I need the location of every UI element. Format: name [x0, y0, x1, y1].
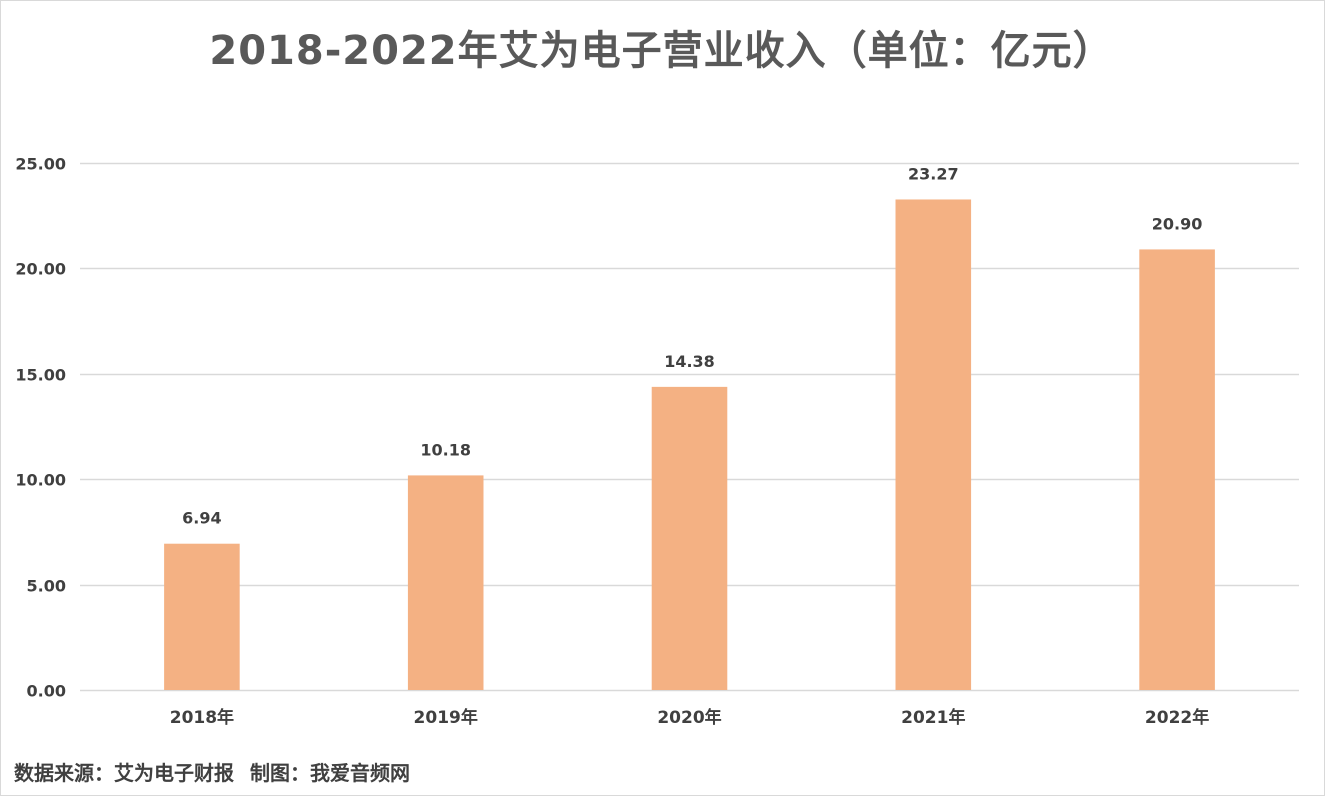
chart-footer: 数据来源：艾为电子财报 制图：我爱音频网 [14, 757, 410, 786]
bar [164, 543, 240, 690]
chart-title: 2018-2022年艾为电子营业收入（单位：亿元） [209, 28, 1114, 74]
data-label: 14.38 [664, 352, 715, 371]
x-axis-category-labels: 2018年 2019年 2020年 2021年 2022年 [170, 707, 1210, 728]
bars [164, 199, 1215, 691]
data-labels: 6.94 10.18 14.38 23.27 20.90 [182, 164, 1202, 527]
bar [407, 475, 484, 690]
x-tick-label: 2019年 [414, 707, 478, 728]
x-tick-label: 2018年 [170, 707, 234, 728]
data-label: 6.94 [182, 509, 221, 528]
data-source-note: 数据来源：艾为电子财报 [14, 761, 234, 785]
chart-credit-note: 制图：我爱音频网 [250, 761, 410, 785]
y-tick-label: 0.00 [27, 682, 66, 701]
y-axis-tick-labels: 0.00 5.00 10.00 15.00 20.00 25.00 [15, 155, 66, 701]
bar [895, 199, 972, 691]
x-tick-label: 2021年 [901, 707, 965, 728]
data-label: 20.90 [1152, 214, 1203, 233]
data-label: 23.27 [908, 164, 959, 183]
x-tick-label: 2022年 [1145, 707, 1209, 728]
bar [1139, 249, 1215, 691]
data-label: 10.18 [420, 440, 471, 459]
y-tick-label: 25.00 [15, 155, 66, 174]
bar [651, 386, 728, 690]
x-tick-label: 2020年 [657, 707, 721, 728]
y-tick-label: 5.00 [27, 577, 66, 596]
y-tick-label: 10.00 [15, 471, 66, 490]
y-tick-label: 15.00 [15, 366, 66, 385]
y-tick-label: 20.00 [15, 260, 66, 279]
